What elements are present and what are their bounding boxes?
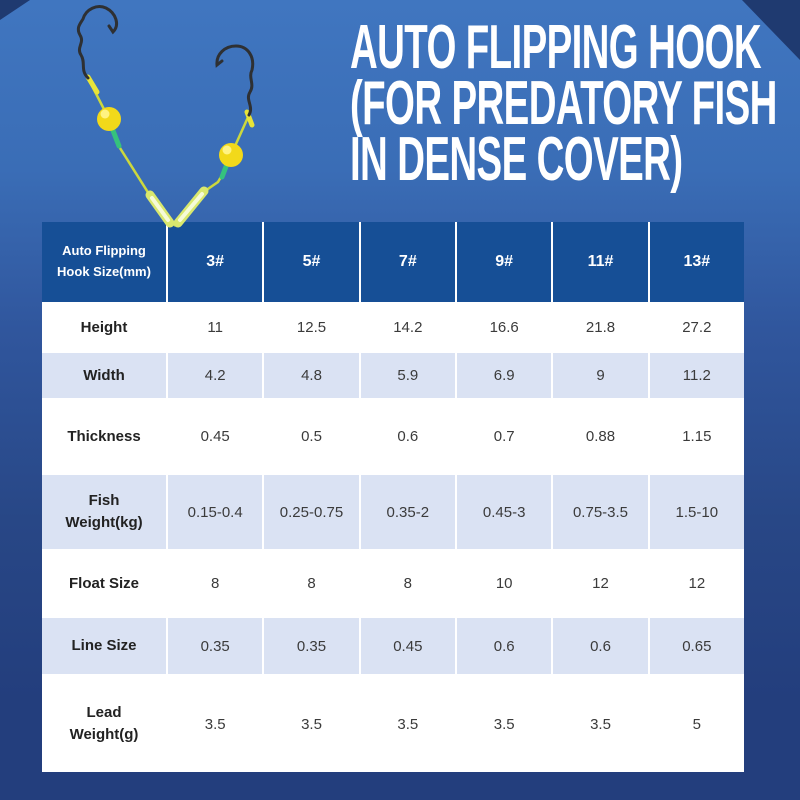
spec-value: 12 [649, 551, 744, 616]
spec-value: 3.5 [168, 676, 263, 772]
spec-value: 3.5 [553, 676, 648, 772]
row-label: Float Size [42, 551, 166, 616]
spec-value: 3.5 [360, 676, 455, 772]
size-column-header-13: 13# [649, 222, 744, 302]
title-line-2: (FOR PREDATORY FISH [350, 69, 777, 138]
spec-table: Auto Flipping Hook Size(mm) 3# 5# 7# 9# 11# 13… [42, 222, 744, 772]
spec-value: 0.15-0.4 [168, 475, 263, 549]
spec-value: 5 [649, 676, 744, 772]
row-label: Line Size [42, 618, 166, 674]
spec-value: 0.35 [264, 618, 359, 674]
spec-value: 0.6 [553, 618, 648, 674]
spec-value: 4.2 [168, 353, 263, 398]
stop-green-right [219, 161, 230, 180]
glow-stick-left-core [150, 196, 170, 222]
float-ball-left [97, 107, 121, 131]
spec-value: 0.5 [264, 400, 359, 473]
size-column-header-9: 9# [457, 222, 552, 302]
spec-value: 4.8 [264, 353, 359, 398]
spec-value: 0.6 [457, 618, 552, 674]
page-title: AUTO FLIPPING HOOK (FOR PREDATORY FISH I… [350, 13, 777, 194]
connector-yellow-left [85, 74, 100, 95]
spec-value: 12 [553, 551, 648, 616]
spec-value: 0.25-0.75 [264, 475, 359, 549]
row-label: Width [42, 353, 166, 398]
title-line-1: AUTO FLIPPING HOOK [350, 13, 762, 82]
glow-stick-right-core [178, 192, 204, 222]
spec-value: 0.45 [168, 400, 263, 473]
product-photo-hook-rig [76, 5, 255, 228]
spec-value: 0.45 [360, 618, 455, 674]
row-label: Thickness [42, 400, 166, 473]
spec-value: 3.5 [264, 676, 359, 772]
spec-value: 27.2 [649, 304, 744, 351]
spec-value: 8 [168, 551, 263, 616]
stop-green-left [109, 125, 122, 149]
spec-value: 0.35 [168, 618, 263, 674]
float-ball-right-highlight [222, 145, 232, 155]
spec-value: 12.5 [264, 304, 359, 351]
spec-value: 5.9 [360, 353, 455, 398]
title-line-3: IN DENSE COVER) [350, 125, 683, 194]
row-label: Height [42, 304, 166, 351]
spec-value: 0.35-2 [360, 475, 455, 549]
spec-value: 9 [553, 353, 648, 398]
spec-value: 3.5 [457, 676, 552, 772]
spec-value: 0.6 [360, 400, 455, 473]
spec-value: 11 [168, 304, 263, 351]
fish-hook-right [215, 44, 255, 117]
spec-value: 6.9 [457, 353, 552, 398]
float-ball-left-highlight [100, 109, 110, 119]
spec-value: 8 [264, 551, 359, 616]
spec-value: 11.2 [649, 353, 744, 398]
spec-value: 10 [457, 551, 552, 616]
spec-value: 14.2 [360, 304, 455, 351]
spec-value: 21.8 [553, 304, 648, 351]
size-column-header-5: 5# [264, 222, 359, 302]
size-column-header-7: 7# [360, 222, 455, 302]
spec-value: 0.65 [649, 618, 744, 674]
spec-value: 1.15 [649, 400, 744, 473]
size-column-header-11: 11# [553, 222, 648, 302]
spec-value: 0.45-3 [457, 475, 552, 549]
row-label: Fish Weight(kg) [42, 475, 166, 549]
spec-value: 0.88 [553, 400, 648, 473]
row-label: Lead Weight(g) [42, 676, 166, 772]
spec-value: 0.75-3.5 [553, 475, 648, 549]
spec-value: 0.7 [457, 400, 552, 473]
float-ball-right [219, 143, 243, 167]
spec-value: 1.5-10 [649, 475, 744, 549]
spec-value: 16.6 [457, 304, 552, 351]
fish-hook-left [76, 5, 118, 80]
size-column-header-3: 3# [168, 222, 263, 302]
spec-value: 8 [360, 551, 455, 616]
table-corner-header: Auto Flipping Hook Size(mm) [42, 222, 166, 302]
